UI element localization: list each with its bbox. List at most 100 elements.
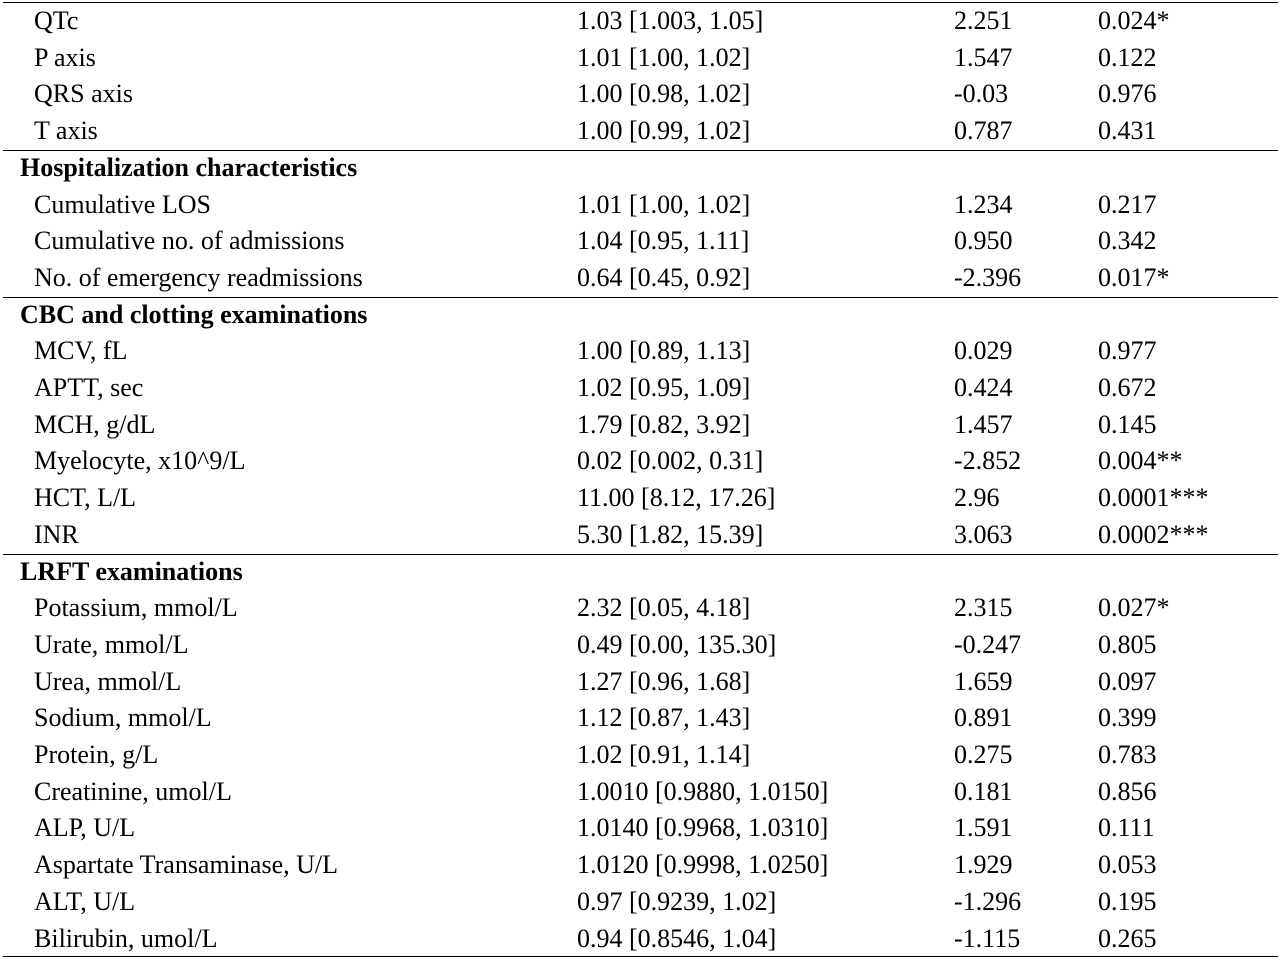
p-value: 0.265 (1098, 923, 1157, 953)
z-value: 3.063 (954, 519, 1013, 549)
odds-ratio-ci: 1.01 [1.00, 1.02] (577, 189, 751, 219)
p-value: 0.342 (1098, 226, 1157, 256)
section-header: CBC and clotting examinations (0, 297, 1280, 333)
z-value: -1.296 (954, 886, 1022, 916)
odds-ratio-ci: 0.02 [0.002, 0.31] (577, 446, 764, 476)
odds-ratio-ci: 1.0010 [0.9880, 1.0150] (577, 776, 829, 806)
p-value: 0.145 (1098, 409, 1157, 439)
z-value: -0.03 (954, 79, 1009, 109)
odds-ratio-ci: 1.79 [0.82, 3.92] (577, 409, 751, 439)
odds-ratio-ci: 1.0120 [0.9998, 1.0250] (577, 850, 829, 880)
table-row: Sodium, mmol/L 1.12 [0.87, 1.43] 0.891 0.39… (0, 700, 1280, 736)
p-value: 0.856 (1098, 776, 1157, 806)
odds-ratio-ci: 2.32 [0.05, 4.18] (577, 593, 751, 623)
table-row: Aspartate Transaminase, U/L 1.0120 [0.999… (0, 847, 1280, 883)
odds-ratio-ci: 1.00 [0.98, 1.02] (577, 79, 751, 109)
table-rule (3, 2, 1278, 3)
table-row: Potassium, mmol/L 2.32 [0.05, 4.18] 2.315 0… (0, 590, 1280, 626)
z-value: 2.96 (954, 483, 1000, 513)
variable-name: Creatinine, umol/L (34, 776, 232, 806)
z-value: 0.181 (954, 776, 1013, 806)
p-value: 0.0001*** (1098, 483, 1209, 513)
variable-name: Sodium, mmol/L (34, 703, 212, 733)
table-row: MCH, g/dL 1.79 [0.82, 3.92] 1.457 0.145 (0, 407, 1280, 443)
z-value: 0.424 (954, 373, 1013, 402)
section-header: Hospitalization characteristics (0, 150, 1280, 186)
table-rule (3, 296, 1278, 298)
p-value: 0.977 (1098, 336, 1157, 366)
odds-ratio-ci: 1.00 [0.89, 1.13] (577, 336, 751, 366)
z-value: 0.891 (954, 703, 1013, 733)
odds-ratio-ci: 1.0140 [0.9968, 1.0310] (577, 813, 829, 843)
z-value: -0.247 (954, 629, 1022, 659)
table-row: HCT, L/L 11.00 [8.12, 17.26] 2.96 0.0001*** (0, 480, 1280, 516)
table-row: No. of emergency readmissions 0.64 [0.45,… (0, 260, 1280, 296)
table-row: Urate, mmol/L 0.49 [0.00, 135.30] -0.247 0.… (0, 627, 1280, 663)
variable-name: APTT, sec (34, 373, 144, 402)
p-value: 0.053 (1098, 850, 1157, 880)
z-value: 1.929 (954, 850, 1013, 880)
z-value: 2.251 (954, 6, 1013, 35)
variable-name: ALT, U/L (34, 886, 136, 916)
p-value: 0.195 (1098, 886, 1157, 916)
variable-name: HCT, L/L (34, 483, 137, 513)
odds-ratio-ci: 1.00 [0.99, 1.02] (577, 116, 751, 146)
z-value: 0.029 (954, 336, 1013, 366)
odds-ratio-ci: 1.04 [0.95, 1.11] (577, 226, 750, 256)
variable-name: Potassium, mmol/L (34, 593, 238, 623)
z-value: 0.275 (954, 740, 1013, 769)
variable-name: Urate, mmol/L (34, 629, 189, 659)
variable-name: Cumulative LOS (34, 189, 211, 219)
p-value: 0.976 (1098, 79, 1157, 109)
table-row: Protein, g/L 1.02 [0.91, 1.14] 0.275 0.783 (0, 737, 1280, 773)
variable-name: T axis (34, 116, 98, 146)
section-title: LRFT examinations (20, 556, 243, 586)
section-header: LRFT examinations (0, 554, 1280, 590)
table-rule (3, 553, 1278, 555)
z-value: -2.852 (954, 446, 1022, 476)
z-value: 0.787 (954, 116, 1013, 146)
table-row: MCV, fL 1.00 [0.89, 1.13] 0.029 0.977 (0, 333, 1280, 369)
table-row: Bilirubin, umol/L 0.94 [0.8546, 1.04] -1.1… (0, 921, 1280, 957)
table-row: T axis 1.00 [0.99, 1.02] 0.787 0.431 (0, 113, 1280, 149)
table-row: Myelocyte, x10^9/L 0.02 [0.002, 0.31] -2.8… (0, 443, 1280, 479)
z-value: 1.234 (954, 189, 1013, 219)
variable-name: QTc (34, 6, 79, 35)
odds-ratio-ci: 0.64 [0.45, 0.92] (577, 262, 751, 292)
variable-name: Cumulative no. of admissions (34, 226, 345, 256)
table-row: Cumulative LOS 1.01 [1.00, 1.02] 1.234 0.21… (0, 187, 1280, 223)
odds-ratio-ci: 1.02 [0.95, 1.09] (577, 373, 751, 402)
table-row: Urea, mmol/L 1.27 [0.96, 1.68] 1.659 0.097 (0, 664, 1280, 700)
table-row: ALT, U/L 0.97 [0.9239, 1.02] -1.296 0.195 (0, 884, 1280, 920)
p-value: 0.431 (1098, 116, 1157, 146)
section-title: Hospitalization characteristics (20, 152, 358, 182)
p-value: 0.017* (1098, 262, 1170, 292)
p-value: 0.783 (1098, 740, 1157, 769)
odds-ratio-ci: 5.30 [1.82, 15.39] (577, 519, 764, 549)
variable-name: Bilirubin, umol/L (34, 923, 218, 953)
odds-ratio-ci: 1.12 [0.87, 1.43] (577, 703, 751, 733)
variable-name: Aspartate Transaminase, U/L (34, 850, 339, 880)
odds-ratio-ci: 1.27 [0.96, 1.68] (577, 666, 751, 696)
variable-name: MCH, g/dL (34, 409, 156, 439)
table-row: Creatinine, umol/L 1.0010 [0.9880, 1.0150… (0, 774, 1280, 810)
table-row: INR 5.30 [1.82, 15.39] 3.063 0.0002*** (0, 517, 1280, 553)
z-value: 2.315 (954, 593, 1013, 623)
variable-name: Urea, mmol/L (34, 666, 182, 696)
p-value: 0.097 (1098, 666, 1157, 696)
z-value: 0.950 (954, 226, 1013, 256)
p-value: 0.024* (1098, 6, 1170, 35)
table-row: QRS axis 1.00 [0.98, 1.02] -0.03 0.976 (0, 76, 1280, 112)
variable-name: Protein, g/L (34, 740, 159, 769)
p-value: 0.004** (1098, 446, 1183, 476)
z-value: 1.659 (954, 666, 1013, 696)
odds-ratio-ci: 0.94 [0.8546, 1.04] (577, 923, 777, 953)
p-value: 0.672 (1098, 373, 1157, 402)
table-row: Cumulative no. of admissions 1.04 [0.95, … (0, 223, 1280, 259)
variable-name: ALP, U/L (34, 813, 136, 843)
variable-name: No. of emergency readmissions (34, 262, 363, 292)
odds-ratio-ci: 11.00 [8.12, 17.26] (577, 483, 776, 513)
p-value: 0.399 (1098, 703, 1157, 733)
odds-ratio-ci: 1.03 [1.003, 1.05] (577, 6, 764, 35)
